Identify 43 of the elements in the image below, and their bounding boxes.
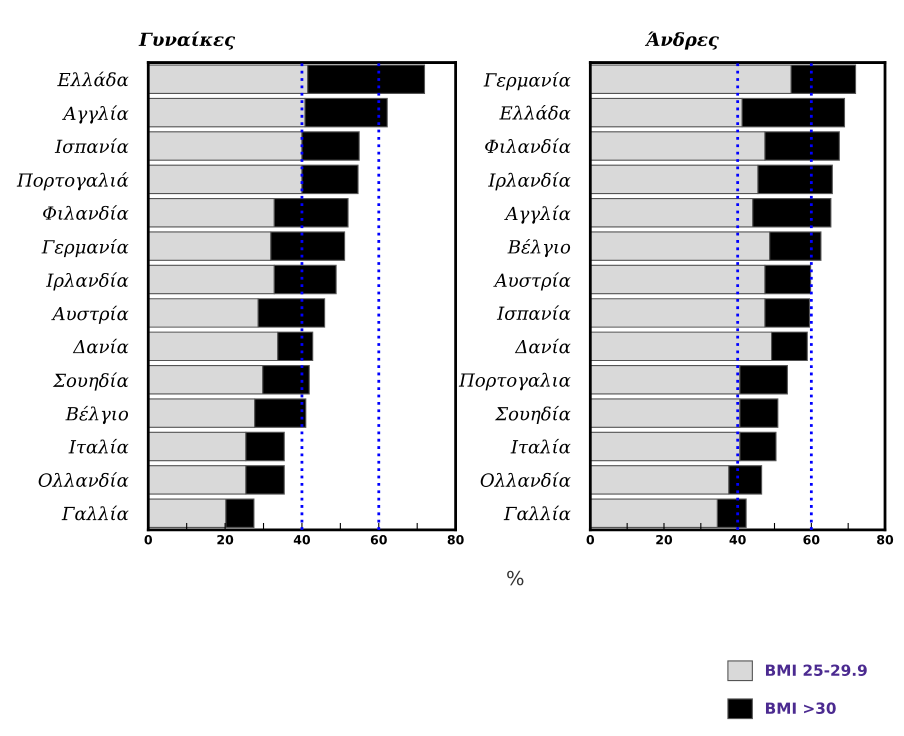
y-tick-label: Αγγλία xyxy=(504,206,571,224)
y-tick-label: Ιταλία xyxy=(510,438,571,454)
y-tick-label: Γερμανία xyxy=(484,72,571,90)
y-tick-label: Δανία xyxy=(514,338,571,354)
y-tick-label: Ελλάδα xyxy=(57,72,128,86)
y-tick-label: Ιρλανδία xyxy=(488,172,571,190)
y-tick-label: Ιταλία xyxy=(68,438,128,454)
y-tick-label: Ιρλανδία xyxy=(46,272,128,291)
y-tick-label: Ολλανδία xyxy=(480,472,571,487)
y-tick-label: Πορτογαλια xyxy=(458,372,571,390)
y-tick-label: Γερμανία xyxy=(42,238,128,258)
x-tick-label: 20 xyxy=(656,535,672,544)
x-tick-label: 80 xyxy=(877,535,894,544)
legend-label: BMI 25-29.9 xyxy=(766,664,867,676)
y-tick-label: Γαλλία xyxy=(62,506,128,520)
y-tick-label: Γαλλία xyxy=(504,506,571,520)
y-tick-label: Αγγλία xyxy=(62,105,128,124)
y-tick-label: Αυστρία xyxy=(493,272,571,291)
y-tick-label: Ολλανδία xyxy=(38,472,128,487)
y-tick-label: Αυστρία xyxy=(51,306,128,324)
y-tick-label: Φιλανδία xyxy=(43,205,128,220)
y-tick-label: Φιλανδία xyxy=(485,138,571,154)
y-tick-label: Ελλάδα xyxy=(499,105,571,120)
y-tick-label: Ισπανία xyxy=(54,138,128,154)
chart-title: Γυναίκες xyxy=(138,31,236,50)
x-tick-label: 60 xyxy=(370,535,387,544)
x-tick-label: 0 xyxy=(144,535,152,544)
x-tick-label: 0 xyxy=(586,535,594,544)
y-tick-label: Σουηδία xyxy=(494,406,571,424)
y-tick-label: Πορτογαλιά xyxy=(16,172,128,190)
legend-label: BMI >30 xyxy=(766,702,836,714)
y-tick-label: Σουηδία xyxy=(52,372,128,391)
y-tick-label: Βέλγιο xyxy=(507,238,570,258)
y-tick-label: Ισπανία xyxy=(496,305,571,320)
x-axis-title: % xyxy=(507,570,524,586)
x-tick-label: 80 xyxy=(448,535,464,544)
x-tick-label: 60 xyxy=(803,535,820,544)
x-tick-label: 40 xyxy=(730,535,746,544)
y-tick-label: Δανία xyxy=(72,338,128,354)
x-tick-label: 20 xyxy=(217,535,234,544)
y-tick-label: Βέλγιο xyxy=(65,406,128,424)
chart-title: Άνδρες xyxy=(644,31,719,50)
x-tick-label: 40 xyxy=(294,535,310,544)
